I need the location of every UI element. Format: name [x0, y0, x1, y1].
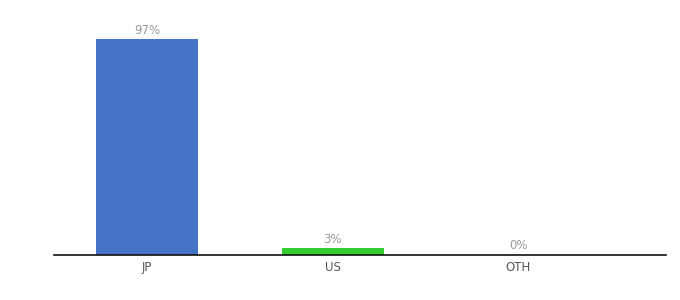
- Bar: [96, 39, 198, 255]
- Text: 0%: 0%: [509, 239, 527, 252]
- Bar: [282, 248, 384, 255]
- Text: 97%: 97%: [134, 24, 160, 37]
- Text: 3%: 3%: [323, 233, 342, 246]
